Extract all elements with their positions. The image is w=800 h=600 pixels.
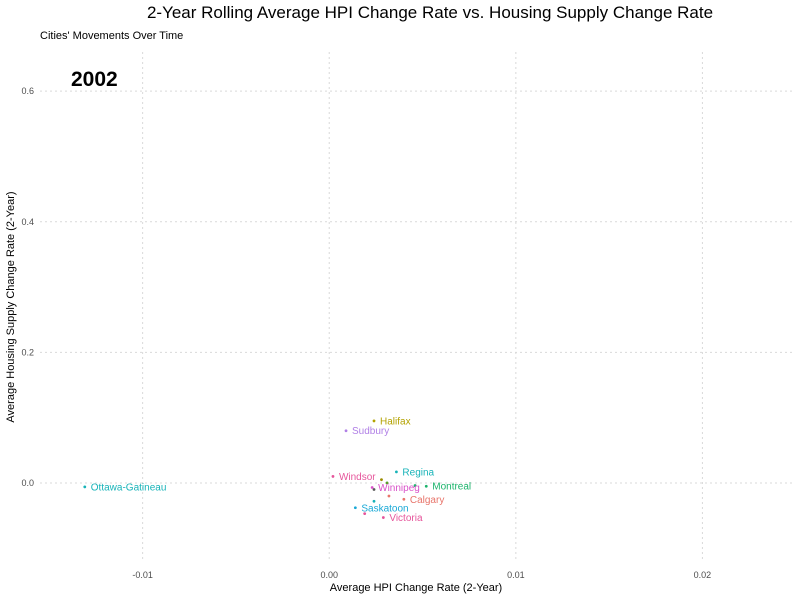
data-point xyxy=(402,497,406,501)
data-point xyxy=(372,499,376,503)
y-axis-label: Average Housing Supply Change Rate (2-Ye… xyxy=(5,191,17,422)
x-tick-label: 0.01 xyxy=(507,570,525,580)
city-label: Sudbury xyxy=(352,426,389,437)
city-label: Montreal xyxy=(432,482,471,493)
data-point xyxy=(353,506,357,510)
city-label: Windsor xyxy=(339,472,376,483)
frame-year-label: 2002 xyxy=(71,68,118,91)
data-point xyxy=(372,488,376,491)
city-label: Saskatoon xyxy=(361,503,408,514)
data-point xyxy=(344,429,348,433)
data-point xyxy=(395,470,398,474)
city-label: Winnipeg xyxy=(378,483,420,494)
y-tick-label: 0.0 xyxy=(21,478,34,488)
grid-lines xyxy=(40,52,792,560)
data-point xyxy=(387,494,391,498)
city-label: Calgary xyxy=(410,495,444,506)
x-tick-label: 0.02 xyxy=(694,570,712,580)
x-tick-label: 0.00 xyxy=(320,570,338,580)
data-points xyxy=(83,419,428,519)
y-tick-label: 0.4 xyxy=(21,217,34,227)
x-axis-label: Average HPI Change Rate (2-Year) xyxy=(330,582,502,594)
data-point xyxy=(381,516,385,519)
city-label: Regina xyxy=(402,467,434,478)
data-point xyxy=(83,485,87,489)
axis-ticks: -0.01 0.00 0.01 0.02 0.0 0.2 0.4 0.6 xyxy=(21,86,711,580)
data-point xyxy=(424,484,428,488)
chart-subtitle: Cities' Movements Over Time xyxy=(40,30,183,42)
data-point xyxy=(363,512,367,516)
city-label: Victoria xyxy=(389,513,423,524)
y-tick-label: 0.6 xyxy=(21,86,34,96)
data-point xyxy=(385,481,389,485)
data-point xyxy=(372,419,376,423)
data-point xyxy=(380,478,383,482)
chart-title: 2-Year Rolling Average HPI Change Rate v… xyxy=(147,3,713,22)
data-point xyxy=(331,475,335,478)
y-tick-label: 0.2 xyxy=(21,347,34,357)
data-point xyxy=(370,486,374,489)
city-label: Ottawa-Gatineau xyxy=(91,482,167,493)
x-tick-label: -0.01 xyxy=(132,570,153,580)
city-label: Halifax xyxy=(380,416,411,427)
data-point xyxy=(413,484,417,487)
